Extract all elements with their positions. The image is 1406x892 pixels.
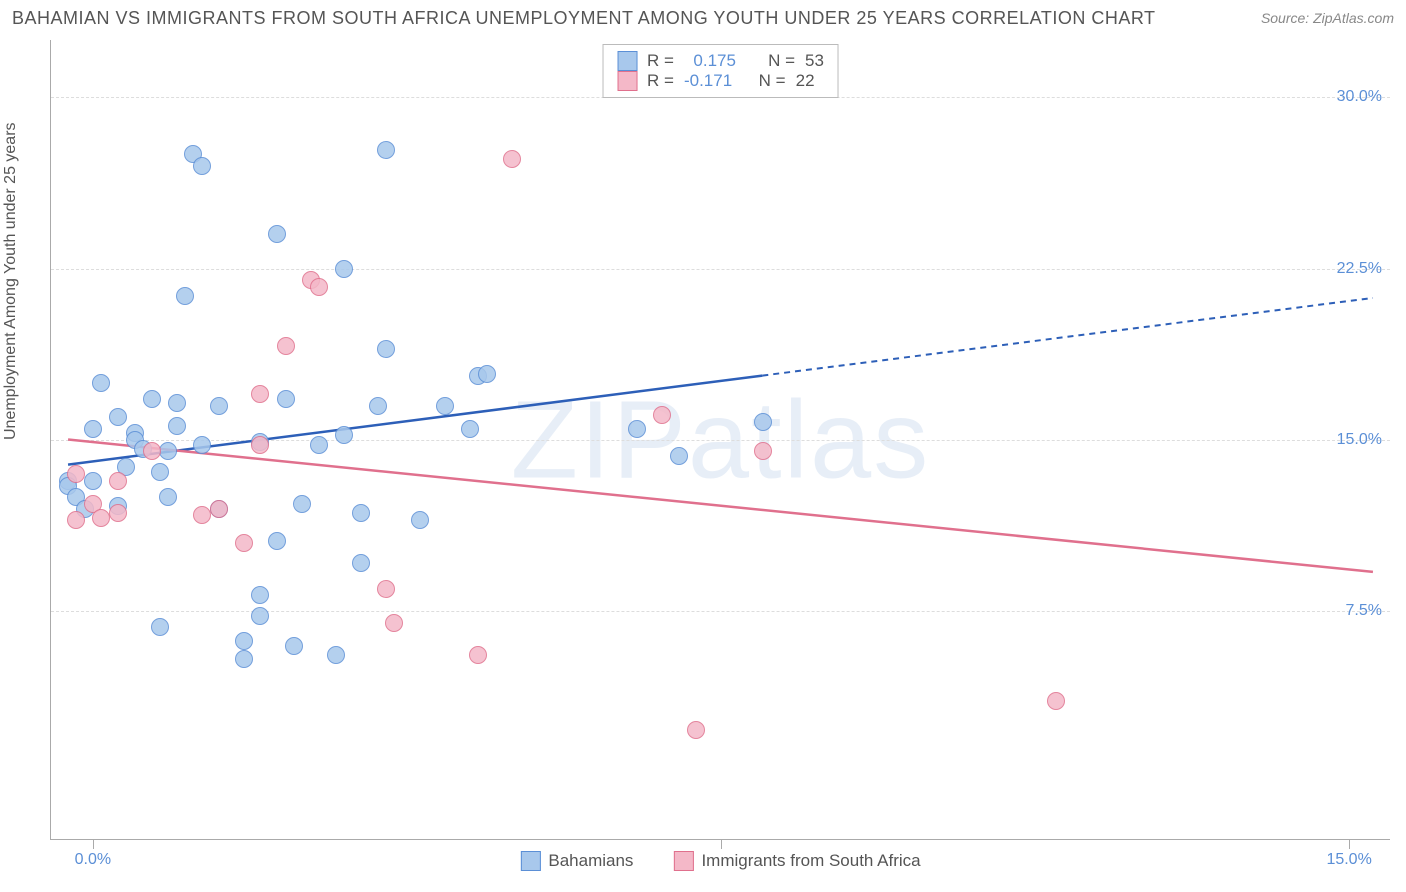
data-point-series-0 <box>235 632 253 650</box>
y-axis-label: Unemployment Among Youth under 25 years <box>2 122 20 440</box>
legend-label-0: Bahamians <box>548 851 633 871</box>
n-value-1: 22 <box>796 71 815 91</box>
swatch-series-0 <box>617 51 637 71</box>
data-point-series-1 <box>503 150 521 168</box>
data-point-series-0 <box>478 365 496 383</box>
data-point-series-0 <box>159 488 177 506</box>
data-point-series-0 <box>210 397 228 415</box>
data-point-series-0 <box>193 436 211 454</box>
data-point-series-0 <box>310 436 328 454</box>
data-point-series-0 <box>109 408 127 426</box>
y-tick-label: 30.0% <box>1337 88 1382 106</box>
data-point-series-0 <box>84 420 102 438</box>
data-point-series-1 <box>377 580 395 598</box>
data-point-series-1 <box>310 278 328 296</box>
series-legend: Bahamians Immigrants from South Africa <box>520 851 920 871</box>
data-point-series-0 <box>754 413 772 431</box>
legend-swatch-1 <box>673 851 693 871</box>
legend-swatch-0 <box>520 851 540 871</box>
data-point-series-0 <box>411 511 429 529</box>
y-tick-label: 15.0% <box>1337 431 1382 449</box>
legend-item-1: Immigrants from South Africa <box>673 851 920 871</box>
data-point-series-0 <box>461 420 479 438</box>
data-point-series-1 <box>143 442 161 460</box>
swatch-series-1 <box>617 71 637 91</box>
data-point-series-0 <box>176 287 194 305</box>
stat-row-bahamians: R = 0.175 N = 53 <box>617 51 824 71</box>
gridline <box>51 269 1390 270</box>
data-point-series-0 <box>327 646 345 664</box>
data-point-series-1 <box>385 614 403 632</box>
data-point-series-1 <box>754 442 772 460</box>
data-point-series-1 <box>251 385 269 403</box>
data-point-series-0 <box>352 504 370 522</box>
x-tick-label: 15.0% <box>1326 851 1371 869</box>
source-attribution: Source: ZipAtlas.com <box>1261 10 1394 26</box>
data-point-series-0 <box>277 390 295 408</box>
data-point-series-0 <box>436 397 454 415</box>
data-point-series-0 <box>285 637 303 655</box>
x-tick-label: 0.0% <box>75 851 111 869</box>
r-value-1: -0.171 <box>684 71 744 91</box>
data-point-series-0 <box>235 650 253 668</box>
data-point-series-1 <box>67 511 85 529</box>
data-point-series-0 <box>143 390 161 408</box>
data-point-series-0 <box>251 607 269 625</box>
x-tick <box>1349 839 1350 849</box>
legend-item-0: Bahamians <box>520 851 633 871</box>
data-point-series-0 <box>628 420 646 438</box>
legend-label-1: Immigrants from South Africa <box>701 851 920 871</box>
data-point-series-1 <box>210 500 228 518</box>
stat-row-immigrants: R = -0.171 N = 22 <box>617 71 824 91</box>
data-point-series-0 <box>251 586 269 604</box>
data-point-series-0 <box>168 417 186 435</box>
data-point-series-0 <box>377 141 395 159</box>
data-point-series-0 <box>670 447 688 465</box>
data-point-series-1 <box>1047 692 1065 710</box>
x-tick <box>93 839 94 849</box>
data-point-series-0 <box>352 554 370 572</box>
data-point-series-1 <box>193 506 211 524</box>
data-point-series-0 <box>335 260 353 278</box>
data-point-series-0 <box>377 340 395 358</box>
data-point-series-0 <box>369 397 387 415</box>
data-point-series-1 <box>109 472 127 490</box>
y-tick-label: 7.5% <box>1346 602 1382 620</box>
n-value-0: 53 <box>805 51 824 71</box>
y-tick-label: 22.5% <box>1337 260 1382 278</box>
data-point-series-0 <box>293 495 311 513</box>
data-point-series-1 <box>653 406 671 424</box>
data-point-series-1 <box>235 534 253 552</box>
data-point-series-0 <box>193 157 211 175</box>
data-point-series-0 <box>268 532 286 550</box>
x-tick <box>721 839 722 849</box>
data-point-series-0 <box>92 374 110 392</box>
data-point-series-1 <box>251 436 269 454</box>
data-point-series-1 <box>109 504 127 522</box>
r-value-0: 0.175 <box>693 51 753 71</box>
data-point-series-1 <box>277 337 295 355</box>
data-point-series-0 <box>168 394 186 412</box>
chart-title: BAHAMIAN VS IMMIGRANTS FROM SOUTH AFRICA… <box>12 8 1156 29</box>
data-point-series-0 <box>159 442 177 460</box>
statistics-legend: R = 0.175 N = 53 R = -0.171 N = 22 <box>602 44 839 98</box>
data-point-series-1 <box>469 646 487 664</box>
data-point-series-0 <box>151 618 169 636</box>
data-point-series-0 <box>268 225 286 243</box>
data-point-series-0 <box>151 463 169 481</box>
data-point-series-1 <box>67 465 85 483</box>
chart-plot-area: ZIPatlas 7.5%15.0%22.5%30.0% 0.0%15.0% R… <box>50 40 1390 840</box>
data-point-series-0 <box>84 472 102 490</box>
data-point-series-1 <box>687 721 705 739</box>
data-point-series-1 <box>92 509 110 527</box>
data-point-series-0 <box>335 426 353 444</box>
